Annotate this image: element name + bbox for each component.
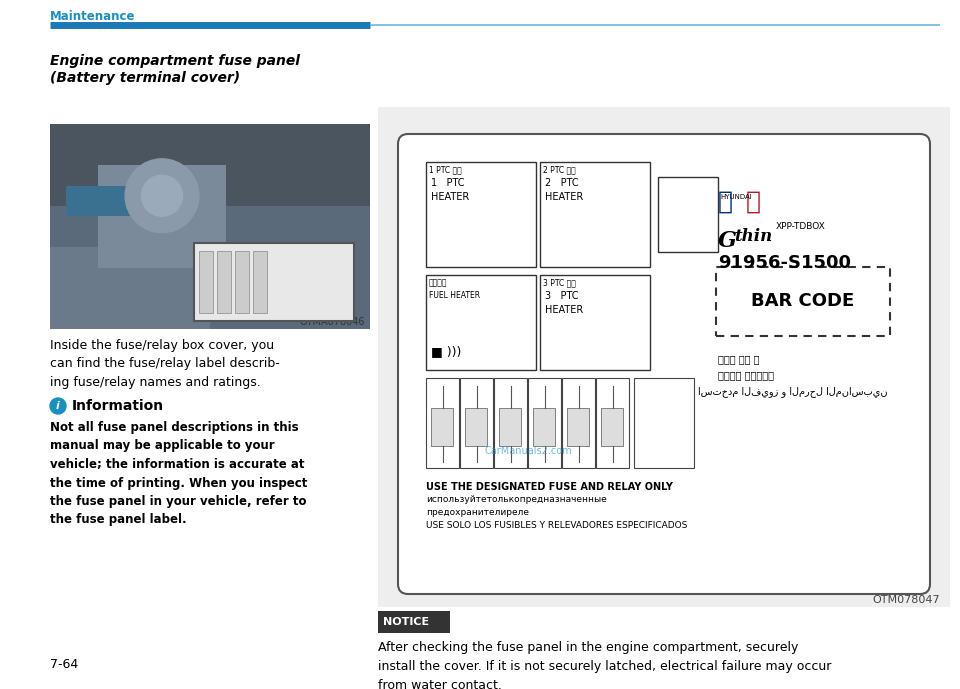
Text: HEATER: HEATER xyxy=(545,305,584,315)
Text: 2   PTC: 2 PTC xyxy=(545,178,579,188)
Bar xyxy=(533,408,555,446)
Bar xyxy=(217,251,231,313)
Text: HEATER: HEATER xyxy=(431,192,469,202)
Bar xyxy=(431,408,453,446)
Circle shape xyxy=(141,175,182,216)
Text: After checking the fuse panel in the engine compartment, securely
install the co: After checking the fuse panel in the eng… xyxy=(378,641,831,689)
Text: OTM078047: OTM078047 xyxy=(873,595,940,605)
Bar xyxy=(235,251,249,313)
Text: HEATER: HEATER xyxy=(545,192,584,202)
Text: NOTICE: NOTICE xyxy=(383,617,429,627)
Text: Inside the fuse/relay box cover, you
can find the fuse/relay label describ-
ing : Inside the fuse/relay box cover, you can… xyxy=(50,339,279,389)
Text: Ⓗ: Ⓗ xyxy=(718,190,733,214)
Bar xyxy=(50,124,370,329)
Bar xyxy=(426,378,459,468)
Text: Information: Information xyxy=(72,399,164,413)
Bar xyxy=(50,247,210,329)
Bar xyxy=(426,162,536,267)
Text: Engine compartment fuse panel
(Battery terminal cover): Engine compartment fuse panel (Battery t… xyxy=(50,54,300,85)
Bar xyxy=(378,107,950,607)
Bar xyxy=(460,378,493,468)
Bar xyxy=(199,251,213,313)
Text: HYUNDAI: HYUNDAI xyxy=(720,194,752,200)
Text: CarManuals2.com: CarManuals2.com xyxy=(484,446,572,456)
Text: 1 PTC 히터: 1 PTC 히터 xyxy=(429,165,462,174)
Text: 2 PTC 히터: 2 PTC 히터 xyxy=(543,165,576,174)
Bar xyxy=(98,165,226,267)
Text: 지정된 퓨즈 연: 지정된 퓨즈 연 xyxy=(718,354,759,364)
Bar xyxy=(66,185,162,216)
Circle shape xyxy=(125,159,199,233)
Bar xyxy=(426,275,536,370)
Text: 3   PTC: 3 PTC xyxy=(545,291,579,301)
Text: 3 PTC 히터: 3 PTC 히터 xyxy=(543,278,576,287)
Bar xyxy=(194,243,354,321)
FancyBboxPatch shape xyxy=(716,267,890,336)
Text: ■ ))): ■ ))) xyxy=(431,345,462,358)
Text: thin: thin xyxy=(734,228,772,245)
Text: i: i xyxy=(56,401,60,411)
Bar xyxy=(499,408,521,446)
Text: FUEL HEATER: FUEL HEATER xyxy=(429,291,480,300)
Text: USE SOLO LOS FUSIBLES Y RELEVADORES ESPECIFICADOS: USE SOLO LOS FUSIBLES Y RELEVADORES ESPE… xyxy=(426,521,687,530)
Bar xyxy=(540,275,650,370)
Bar xyxy=(540,162,650,267)
Text: 91956-S1500: 91956-S1500 xyxy=(718,254,851,272)
Text: استخدم الفيوز و المرحل المناسبين: استخدم الفيوز و المرحل المناسبين xyxy=(698,386,888,397)
Bar xyxy=(378,611,450,633)
Bar xyxy=(596,378,629,468)
Text: 연료히터: 연료히터 xyxy=(429,278,447,287)
Text: 릴레이만 사용하세요: 릴레이만 사용하세요 xyxy=(718,370,774,380)
Text: G: G xyxy=(718,230,737,252)
Bar xyxy=(494,378,527,468)
Text: 1   PTC: 1 PTC xyxy=(431,178,465,188)
Text: OTMA078046: OTMA078046 xyxy=(300,317,365,327)
Text: 7-64: 7-64 xyxy=(50,658,79,671)
Bar xyxy=(601,408,623,446)
Bar xyxy=(562,378,595,468)
Bar xyxy=(528,378,561,468)
Text: Maintenance: Maintenance xyxy=(50,10,135,23)
Text: Not all fuse panel descriptions in this
manual may be applicable to your
vehicle: Not all fuse panel descriptions in this … xyxy=(50,421,307,526)
Text: предохранителиреле: предохранителиреле xyxy=(426,508,529,517)
Bar xyxy=(634,378,694,468)
Bar xyxy=(253,251,267,313)
Text: BAR CODE: BAR CODE xyxy=(752,293,854,311)
Text: используйтетолькопредназначенные: используйтетолькопредназначенные xyxy=(426,495,607,504)
Bar xyxy=(50,124,370,206)
Circle shape xyxy=(50,398,66,414)
Text: XPP-TDBOX: XPP-TDBOX xyxy=(776,222,826,231)
FancyBboxPatch shape xyxy=(398,134,930,594)
Text: USE THE DESIGNATED FUSE AND RELAY ONLY: USE THE DESIGNATED FUSE AND RELAY ONLY xyxy=(426,482,673,492)
Bar xyxy=(658,177,718,252)
Text: Ⓚ: Ⓚ xyxy=(746,190,761,214)
Bar xyxy=(465,408,487,446)
Bar xyxy=(567,408,589,446)
